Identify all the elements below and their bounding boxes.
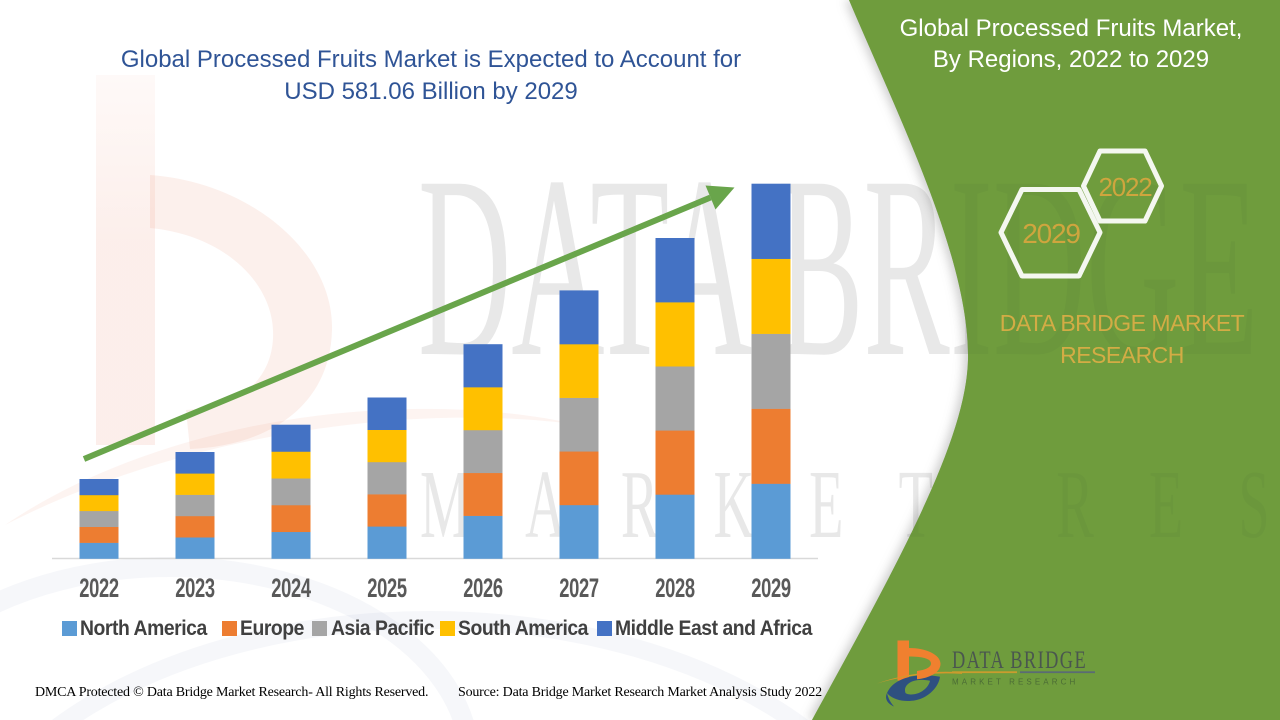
svg-text:DATA BRIDGE MARKET: DATA BRIDGE MARKET (1000, 310, 1245, 336)
svg-text:2022: 2022 (79, 572, 118, 602)
svg-text:2023: 2023 (175, 572, 214, 602)
svg-text:RESEARCH: RESEARCH (1060, 342, 1184, 368)
svg-text:2026: 2026 (463, 572, 502, 602)
svg-text:2025: 2025 (367, 572, 407, 602)
svg-text:2028: 2028 (655, 572, 695, 602)
svg-text:2022: 2022 (1098, 172, 1152, 202)
svg-text:2029: 2029 (1022, 218, 1080, 249)
svg-text:2024: 2024 (271, 572, 311, 602)
svg-text:2027: 2027 (559, 572, 598, 602)
svg-text:DATA BRIDGE: DATA BRIDGE (952, 645, 1087, 674)
svg-text:2029: 2029 (751, 572, 790, 602)
svg-text:MARKET RESEARCH: MARKET RESEARCH (952, 678, 1078, 687)
